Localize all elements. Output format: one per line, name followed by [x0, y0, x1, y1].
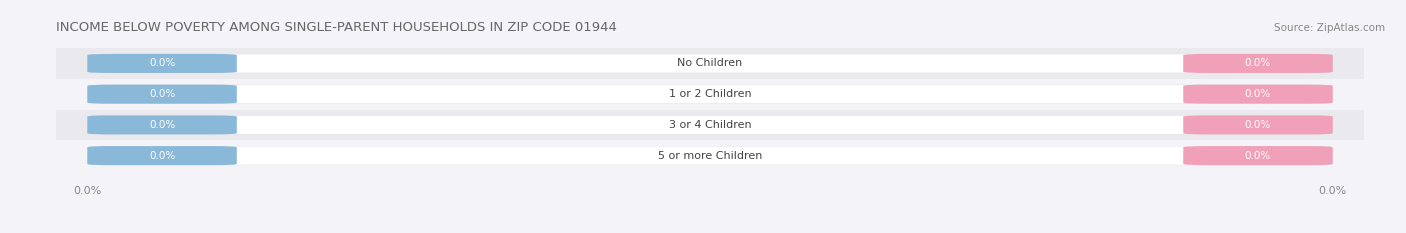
- Text: 0.0%: 0.0%: [1244, 89, 1271, 99]
- Bar: [56, 79, 1364, 110]
- FancyBboxPatch shape: [87, 54, 236, 73]
- FancyBboxPatch shape: [87, 85, 1333, 104]
- Text: 1 or 2 Children: 1 or 2 Children: [669, 89, 751, 99]
- FancyBboxPatch shape: [87, 85, 236, 104]
- FancyBboxPatch shape: [87, 115, 1333, 134]
- FancyBboxPatch shape: [87, 146, 1333, 165]
- Text: 0.0%: 0.0%: [1244, 151, 1271, 161]
- Text: 3 or 4 Children: 3 or 4 Children: [669, 120, 751, 130]
- FancyBboxPatch shape: [87, 54, 1333, 73]
- Text: 0.0%: 0.0%: [1244, 120, 1271, 130]
- Text: 0.0%: 0.0%: [1244, 58, 1271, 69]
- Text: 0.0%: 0.0%: [149, 89, 176, 99]
- FancyBboxPatch shape: [87, 146, 236, 165]
- Bar: [56, 48, 1364, 79]
- Text: 5 or more Children: 5 or more Children: [658, 151, 762, 161]
- FancyBboxPatch shape: [87, 115, 236, 134]
- Text: No Children: No Children: [678, 58, 742, 69]
- Text: 0.0%: 0.0%: [149, 58, 176, 69]
- Text: 0.0%: 0.0%: [149, 151, 176, 161]
- FancyBboxPatch shape: [1184, 146, 1333, 165]
- FancyBboxPatch shape: [94, 146, 1326, 165]
- FancyBboxPatch shape: [1184, 54, 1333, 73]
- FancyBboxPatch shape: [94, 116, 1326, 134]
- FancyBboxPatch shape: [1184, 115, 1333, 134]
- Bar: [56, 140, 1364, 171]
- Bar: [56, 110, 1364, 140]
- Text: Source: ZipAtlas.com: Source: ZipAtlas.com: [1274, 23, 1385, 33]
- Legend: Single Father, Single Mother: Single Father, Single Mother: [605, 230, 815, 233]
- FancyBboxPatch shape: [94, 85, 1326, 103]
- Text: 0.0%: 0.0%: [149, 120, 176, 130]
- FancyBboxPatch shape: [94, 54, 1326, 73]
- FancyBboxPatch shape: [1184, 85, 1333, 104]
- Text: INCOME BELOW POVERTY AMONG SINGLE-PARENT HOUSEHOLDS IN ZIP CODE 01944: INCOME BELOW POVERTY AMONG SINGLE-PARENT…: [56, 21, 617, 34]
